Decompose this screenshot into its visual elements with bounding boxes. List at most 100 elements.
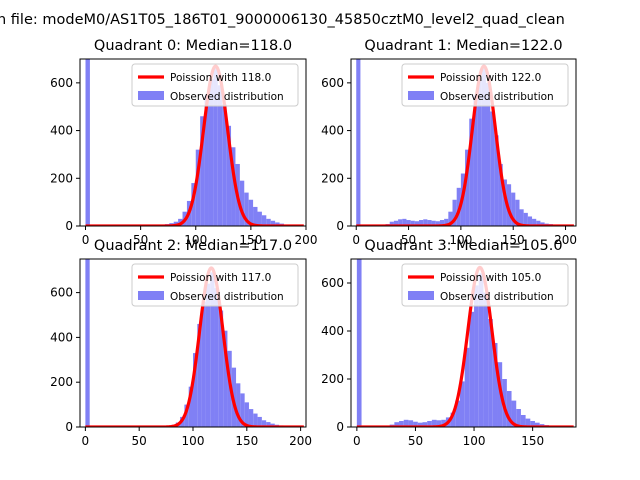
x-tick-label: 0 bbox=[82, 233, 90, 247]
histogram-bar bbox=[244, 192, 249, 226]
legend-label-observed: Observed distribution bbox=[440, 291, 554, 303]
quadrant-3-title: Quadrant 3: Median=105.0 bbox=[364, 238, 562, 254]
histogram-bar bbox=[448, 211, 453, 226]
histogram-bar bbox=[525, 418, 531, 427]
histogram-bar bbox=[244, 402, 249, 427]
y-tick-label: 400 bbox=[321, 124, 344, 138]
histogram-bar bbox=[253, 206, 258, 226]
legend-label-poisson: Poission with 118.0 bbox=[170, 72, 271, 84]
x-tick-label: 150 bbox=[502, 233, 525, 247]
legend-box bbox=[401, 263, 569, 307]
histogram-bar bbox=[481, 68, 486, 226]
x-tick-label: 100 bbox=[449, 233, 472, 247]
histogram-bar bbox=[441, 419, 446, 427]
histogram-bar bbox=[231, 147, 236, 226]
histogram-bar bbox=[398, 219, 403, 226]
legend-label-observed: Observed distribution bbox=[170, 91, 284, 103]
histogram-bar bbox=[459, 381, 465, 427]
poisson-curve bbox=[355, 265, 575, 427]
histogram-bar bbox=[195, 149, 201, 226]
histogram-bar bbox=[540, 222, 545, 226]
histogram-bar bbox=[414, 221, 420, 226]
histogram-bar bbox=[222, 104, 227, 226]
histogram-bar bbox=[511, 192, 516, 226]
legend-bar-swatch bbox=[138, 91, 164, 100]
x-tick-label: 100 bbox=[463, 434, 486, 448]
legend-label-observed: Observed distribution bbox=[170, 291, 284, 303]
y-tick-label: 600 bbox=[50, 286, 73, 300]
legend-label-poisson: Poission with 105.0 bbox=[440, 272, 541, 284]
histogram-bar bbox=[523, 212, 528, 226]
histogram-bar bbox=[534, 422, 540, 427]
histogram-bar bbox=[356, 59, 361, 226]
histogram-bar bbox=[469, 118, 474, 226]
quadrant-0-title: Quadrant 0: Median=118.0 bbox=[94, 38, 292, 54]
x-tick-label: 150 bbox=[235, 434, 258, 448]
legend-bar-swatch bbox=[408, 291, 434, 300]
histogram-bar bbox=[204, 94, 209, 226]
histogram-bar bbox=[515, 199, 520, 226]
histogram-bar bbox=[536, 220, 541, 226]
legend-bar-swatch bbox=[138, 291, 164, 300]
histogram-bar bbox=[197, 323, 202, 427]
histogram-bar bbox=[486, 82, 491, 226]
histogram-bar bbox=[394, 422, 400, 427]
histogram-bar bbox=[236, 383, 241, 427]
histogram-bar bbox=[419, 220, 424, 226]
x-tick-label: 50 bbox=[132, 434, 147, 448]
histogram-bar bbox=[465, 149, 470, 226]
histogram-bar bbox=[248, 409, 254, 427]
histogram-bar bbox=[413, 421, 418, 427]
histogram-bar bbox=[389, 221, 394, 226]
x-tick-label: 100 bbox=[184, 233, 207, 247]
histogram-bar bbox=[402, 218, 407, 226]
histogram-bar bbox=[502, 179, 507, 226]
histogram-bar bbox=[403, 419, 409, 427]
y-tick-label: 0 bbox=[336, 420, 344, 434]
histogram-bar bbox=[410, 220, 415, 226]
x-tick-label: 200 bbox=[554, 233, 577, 247]
histogram-bar bbox=[464, 347, 470, 427]
histogram-bar bbox=[193, 353, 198, 427]
x-tick-label: 150 bbox=[239, 233, 262, 247]
plot-area bbox=[84, 259, 305, 427]
histogram-bar bbox=[423, 219, 428, 226]
y-tick-label: 600 bbox=[321, 276, 344, 290]
y-tick-label: 200 bbox=[50, 171, 73, 185]
histogram-bar bbox=[431, 220, 436, 226]
histogram-bar bbox=[275, 222, 280, 226]
histogram-bar bbox=[261, 420, 267, 427]
histogram-bar bbox=[217, 85, 223, 226]
quadrant-1-title: Quadrant 1: Median=122.0 bbox=[364, 38, 562, 54]
histogram-bar bbox=[530, 421, 535, 427]
x-tick-label: 100 bbox=[182, 434, 205, 448]
histogram-bar bbox=[494, 135, 499, 226]
histogram-bar bbox=[266, 218, 271, 226]
histogram-bar bbox=[450, 412, 456, 427]
x-tick-label: 0 bbox=[352, 233, 360, 247]
histogram-bar bbox=[469, 311, 475, 427]
histogram-bar bbox=[417, 422, 423, 427]
y-tick-label: 200 bbox=[50, 375, 73, 389]
x-tick-label: 0 bbox=[353, 434, 361, 448]
histogram-bar bbox=[408, 420, 414, 427]
histogram-bar bbox=[399, 421, 404, 427]
histogram-bar bbox=[492, 343, 498, 427]
histogram-bar bbox=[452, 199, 457, 226]
histogram-bar bbox=[473, 94, 478, 226]
histogram-bar bbox=[435, 221, 440, 226]
histogram-bar bbox=[270, 423, 275, 427]
histogram-bar bbox=[506, 391, 512, 427]
quadrant-1-panel: Quadrant 1: Median=122.0 0 50 100 150 200 0 200… bbox=[321, 38, 577, 247]
histogram-bar bbox=[506, 184, 512, 226]
legend-box bbox=[131, 263, 299, 307]
histogram-bar bbox=[356, 259, 362, 427]
x-tick-label: 50 bbox=[133, 233, 148, 247]
histogram-bar bbox=[85, 259, 90, 427]
histogram-bar bbox=[427, 421, 432, 427]
histogram-bar bbox=[253, 413, 258, 427]
y-tick-label: 0 bbox=[65, 219, 73, 233]
y-tick-label: 0 bbox=[336, 219, 344, 233]
histogram-bar bbox=[257, 416, 262, 427]
